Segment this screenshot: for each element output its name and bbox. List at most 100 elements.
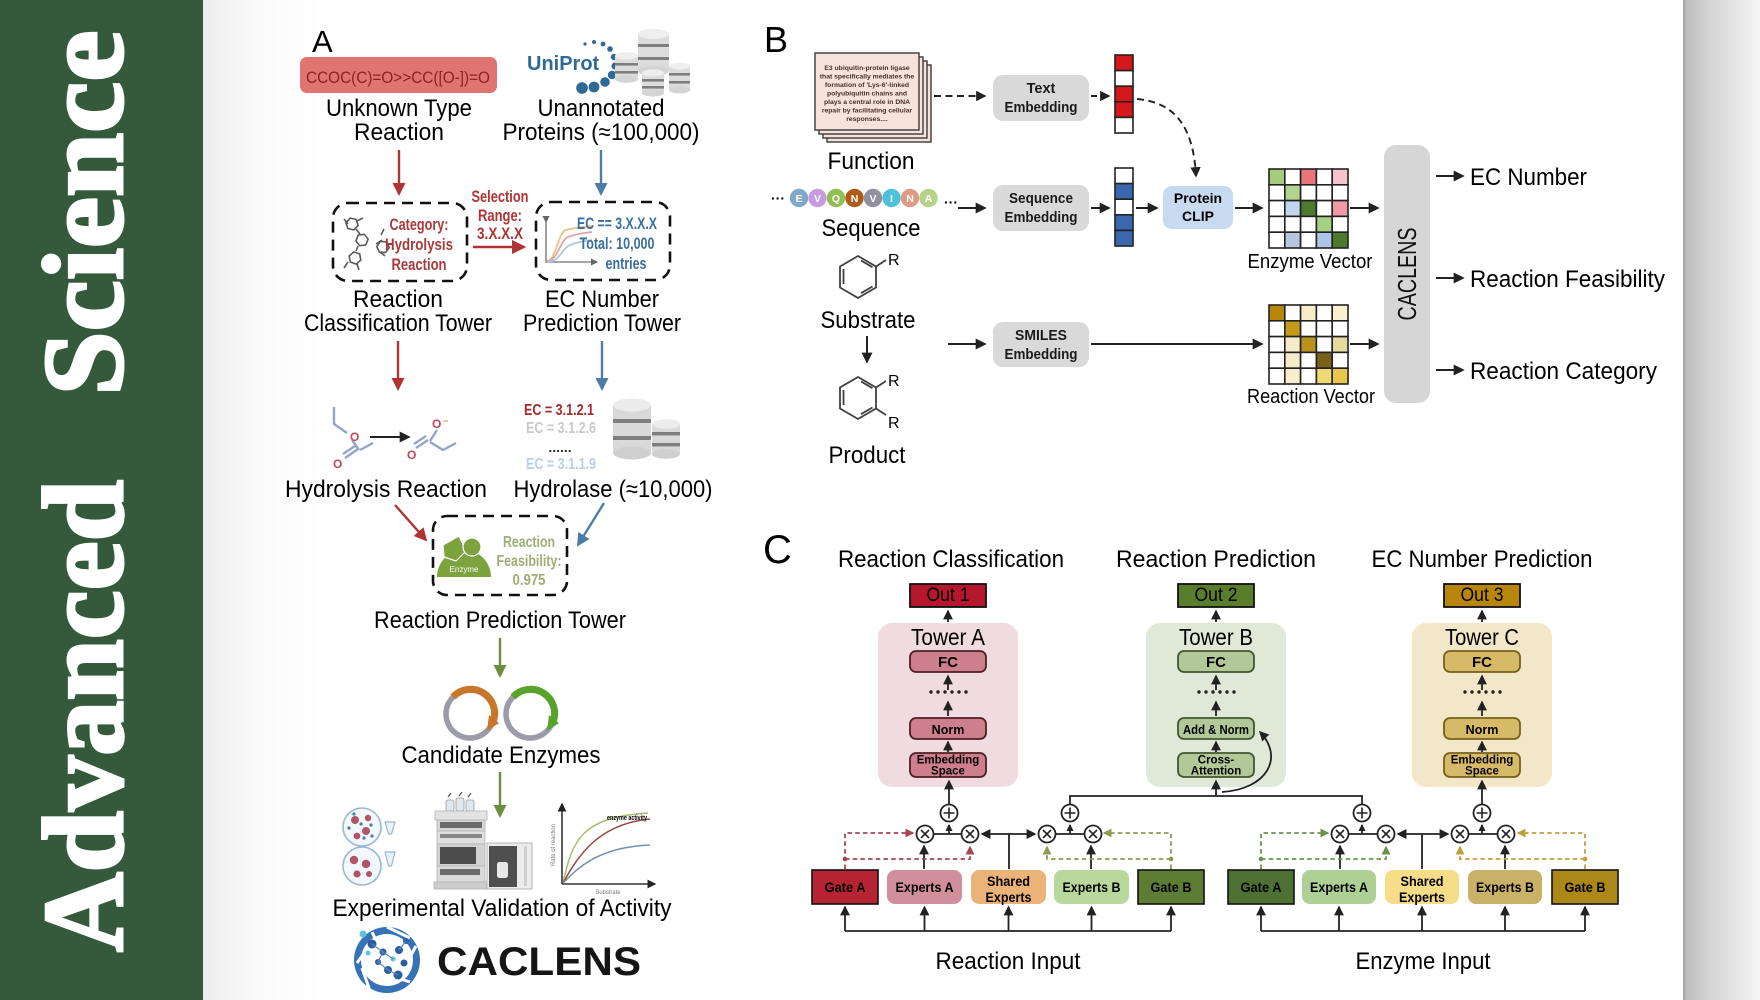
svg-text:R: R: [888, 373, 900, 390]
svg-text:formation of 'Lys-6'-linked: formation of 'Lys-6'-linked: [825, 82, 909, 89]
svg-text:EC = 3.1.2.1: EC = 3.1.2.1: [524, 402, 594, 419]
svg-text:Advanced: Advanced: [20, 480, 147, 952]
svg-text:Embedding: Embedding: [1005, 347, 1078, 363]
svg-text:R: R: [888, 415, 900, 432]
svg-text:Out 3: Out 3: [1461, 585, 1504, 606]
svg-text:EC Number: EC Number: [1470, 164, 1587, 191]
svg-text:CACLENS: CACLENS: [437, 940, 641, 984]
svg-text:Embedding: Embedding: [917, 755, 980, 767]
svg-text:repair by facilitating cellula: repair by facilitating cellular: [822, 108, 913, 115]
svg-text:Experts A: Experts A: [896, 879, 954, 895]
svg-text:Science: Science: [20, 31, 147, 396]
svg-text:Add & Norm: Add & Norm: [1183, 723, 1249, 737]
svg-text:that specifically mediates the: that specifically mediates the: [820, 74, 915, 81]
svg-text:Tower A: Tower A: [911, 624, 986, 650]
svg-text:···: ···: [771, 190, 785, 206]
svg-text:Reaction Vector: Reaction Vector: [1247, 386, 1375, 408]
svg-text:Gate A: Gate A: [1241, 879, 1282, 895]
svg-text:Reaction: Reaction: [353, 286, 443, 313]
svg-text:EC == 3.X.X.X: EC == 3.X.X.X: [577, 215, 657, 233]
svg-text:EC = 3.1.1.9: EC = 3.1.1.9: [526, 456, 596, 473]
svg-text:Hydrolysis Reaction: Hydrolysis Reaction: [285, 476, 487, 503]
svg-text:Experts: Experts: [1399, 889, 1445, 905]
svg-text:Embedding: Embedding: [1451, 755, 1514, 767]
svg-text:EC Number Prediction: EC Number Prediction: [1372, 546, 1593, 573]
svg-text:O: O: [350, 430, 359, 444]
svg-text:Space: Space: [931, 766, 965, 778]
svg-text:Q: Q: [832, 193, 840, 205]
svg-text:UniProt: UniProt: [527, 53, 600, 75]
svg-text:Reaction: Reaction: [503, 534, 555, 551]
svg-text:plays a central role in DNA: plays a central role in DNA: [824, 99, 910, 106]
svg-text:Reaction Prediction: Reaction Prediction: [1116, 546, 1316, 573]
svg-text:entries: entries: [606, 255, 647, 273]
svg-text:0.975: 0.975: [513, 572, 546, 589]
svg-text:B: B: [764, 19, 788, 60]
svg-text:EC = 3.1.2.6: EC = 3.1.2.6: [526, 420, 596, 437]
svg-text:−: −: [443, 416, 448, 426]
svg-text:Range:: Range:: [478, 207, 522, 225]
svg-text:FC: FC: [938, 654, 958, 671]
svg-text:V: V: [814, 193, 821, 205]
svg-text:Feasibility:: Feasibility:: [497, 553, 562, 570]
svg-text:Reaction Classification: Reaction Classification: [838, 546, 1064, 573]
svg-text:Experts B: Experts B: [1063, 879, 1121, 895]
svg-text:Embedding: Embedding: [1005, 210, 1078, 226]
svg-text:Product: Product: [829, 442, 906, 469]
svg-text:I: I: [890, 193, 893, 205]
svg-text:Total: 10,000: Total: 10,000: [580, 235, 655, 253]
svg-text:Reaction: Reaction: [354, 119, 444, 146]
svg-text:E: E: [795, 193, 802, 205]
svg-text:C: C: [763, 528, 792, 572]
svg-text:SMILES: SMILES: [1015, 328, 1067, 344]
svg-text:3.X.X.X: 3.X.X.X: [477, 225, 523, 243]
svg-text:Classification Tower: Classification Tower: [304, 310, 492, 337]
svg-text:polyubiquitin chains and: polyubiquitin chains and: [827, 91, 907, 98]
svg-text:Category:: Category:: [390, 216, 449, 234]
svg-text:Experts: Experts: [986, 889, 1032, 905]
svg-text:Gate A: Gate A: [825, 879, 866, 895]
svg-text:Unknown Type: Unknown Type: [326, 95, 472, 122]
svg-text:Reaction Prediction Tower: Reaction Prediction Tower: [374, 607, 626, 634]
svg-text:Hydrolase (≈10,000): Hydrolase (≈10,000): [514, 476, 713, 503]
svg-text:FC: FC: [1206, 654, 1226, 671]
svg-text:Reaction Feasibility: Reaction Feasibility: [1470, 266, 1665, 293]
svg-text:Substrate: Substrate: [596, 889, 621, 896]
svg-text:N: N: [851, 193, 859, 205]
svg-text:V: V: [869, 193, 876, 205]
svg-text:Enzyme Input: Enzyme Input: [1356, 948, 1491, 975]
svg-text:A: A: [925, 193, 933, 205]
svg-text:Unannotated: Unannotated: [538, 95, 665, 122]
svg-text:Sequence: Sequence: [822, 215, 921, 242]
svg-text:Tower B: Tower B: [1179, 624, 1253, 650]
svg-text:Gate B: Gate B: [1151, 879, 1192, 895]
svg-text:Gate B: Gate B: [1565, 879, 1606, 895]
svg-text:Cross-: Cross-: [1198, 755, 1235, 767]
svg-text:enzyme activity: enzyme activity: [607, 813, 648, 822]
svg-text:Reaction Input: Reaction Input: [936, 948, 1081, 975]
svg-text:Hydrolysis: Hydrolysis: [385, 236, 453, 254]
svg-text:Embedding: Embedding: [1005, 100, 1078, 116]
svg-text:O: O: [407, 448, 416, 462]
svg-text:Reaction Category: Reaction Category: [1470, 358, 1657, 385]
svg-text:Norm: Norm: [1466, 723, 1499, 737]
svg-text:CLIP: CLIP: [1182, 208, 1214, 224]
svg-text:Reaction: Reaction: [392, 256, 447, 274]
svg-text:Experts A: Experts A: [1310, 879, 1368, 895]
svg-text:Rate of reaction: Rate of reaction: [551, 824, 557, 866]
svg-text:CACLENS: CACLENS: [1392, 228, 1422, 321]
svg-text:Out 1: Out 1: [927, 585, 970, 606]
svg-text:Candidate Enzymes: Candidate Enzymes: [402, 742, 601, 769]
svg-text:Space: Space: [1465, 766, 1499, 778]
svg-text:A: A: [312, 24, 333, 59]
svg-text:......: ......: [548, 439, 571, 455]
svg-text:Attention: Attention: [1191, 766, 1241, 778]
svg-text:Protein: Protein: [1174, 190, 1222, 206]
svg-text:Prediction Tower: Prediction Tower: [523, 310, 681, 337]
svg-text:Shared: Shared: [987, 873, 1030, 889]
svg-text:Experimental Validation of Act: Experimental Validation of Activity: [333, 895, 672, 922]
svg-text:O: O: [432, 417, 441, 431]
svg-text:EC Number: EC Number: [545, 286, 659, 313]
svg-text:Experts B: Experts B: [1476, 879, 1534, 895]
svg-text:Selection: Selection: [472, 188, 529, 206]
